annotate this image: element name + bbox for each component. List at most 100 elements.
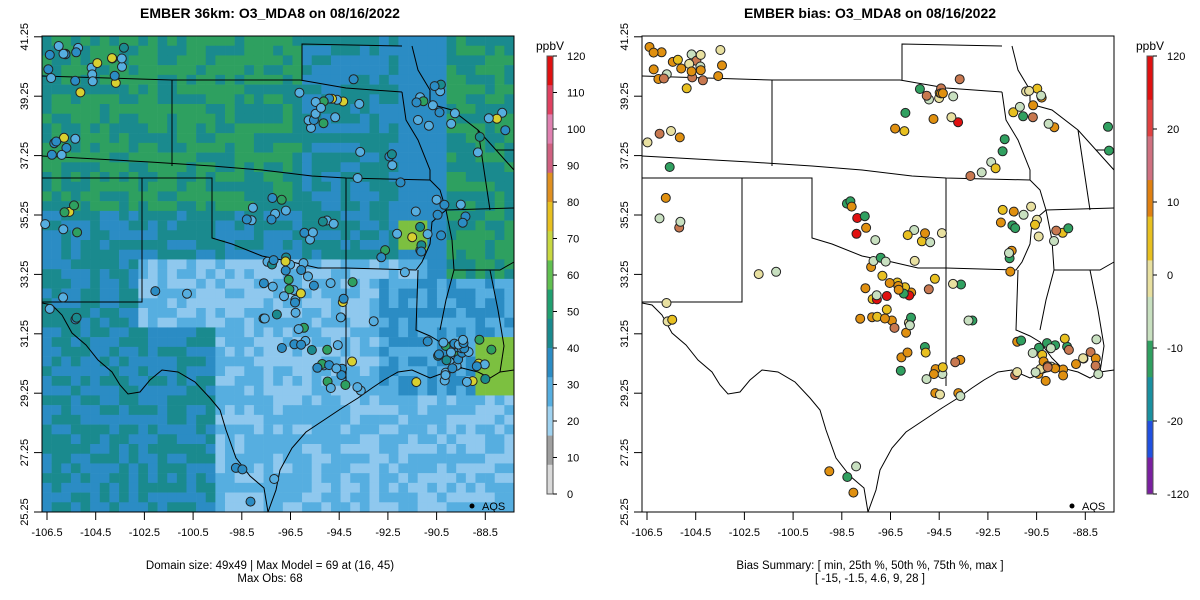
colorbar-segment [547,194,553,203]
aqs-legend-label: AQS [482,501,505,513]
lat-tick-label: 25.25 [619,498,631,526]
colorbar-segment [1147,150,1153,159]
lat-tick-label: 35.25 [19,201,31,229]
aqs-station-marker [877,270,888,281]
model-plot-area: AQS -106.5 -104.5 -102.5 -100.5 -98.5 -96.5 -94… [19,23,515,539]
aqs-station-marker [642,137,653,148]
aqs-station-marker [308,280,319,291]
aqs-station-marker [1026,201,1037,212]
aqs-station-marker [1036,90,1047,101]
aqs-station-marker [307,227,318,238]
colorbar-segment [547,216,553,225]
colorbar-segment [1147,384,1153,393]
aqs-station-marker [904,320,915,331]
aqs-station-marker [40,219,51,230]
lat-tick-label: 39.25 [619,82,631,110]
aqs-station-marker [399,267,410,278]
aqs-station-marker [51,136,62,147]
axes: -106.5 -104.5 -102.5 -100.5 -98.5 -96.5 -94.5 -… [19,23,498,539]
aqs-station-marker [1005,266,1016,277]
colorbar-segment [1147,275,1153,283]
aqs-station-marker [661,298,672,308]
aqs-station-marker [280,265,291,276]
aqs-station-marker [654,128,665,139]
aqs-station-marker [439,199,450,210]
colorbar-segment [1147,172,1153,181]
aqs-station-marker [87,76,98,87]
colorbar-segment [547,136,553,145]
aqs-station-marker [109,70,120,81]
aqs-station-marker [46,149,57,160]
aqs-station-marker [422,229,433,240]
colorbar-tick-label: 60 [567,270,579,282]
lat-tick-label: 29.25 [619,379,631,407]
state-border-line [411,45,431,104]
aqs-station-marker [56,149,67,160]
aqs-station-marker [963,315,974,326]
model-colorbar: ppbV 0 10 20 30 40 50 60 70 80 90 100 110 120 [536,39,585,501]
aqs-station-marker [59,207,70,218]
colorbar-segment [1147,399,1153,407]
state-border-line [429,179,455,331]
aqs-station-marker [1104,145,1114,156]
aqs-station-marker [474,131,485,142]
colorbar-segment [1147,107,1153,115]
aqs-station-marker [44,49,55,60]
colorbar-tick-label: 90 [567,161,579,173]
lat-tick-label: 37.25 [619,142,631,170]
state-border-line [945,209,1047,271]
aqs-station-marker [997,204,1008,215]
aqs-legend-label: AQS [1082,501,1105,513]
aqs-station-marker [276,343,287,353]
aqs-station-marker [842,472,853,482]
aqs-station-marker [1071,359,1081,370]
state-border-line [742,177,946,269]
aqs-station-marker [306,345,317,355]
aqs-station-marker [851,461,862,472]
aqs-station-marker [61,142,72,153]
aqs-station-marker [58,224,69,235]
aqs-station-marker [713,71,724,82]
aqs-station-marker [846,201,857,212]
lon-tick-label: -94.5 [327,527,352,539]
aqs-station-marker [316,102,326,113]
colorbar-segment [1147,194,1153,203]
colorbar-segment [1147,253,1153,261]
aqs-station-marker [441,355,452,366]
colorbar-segment [547,253,553,261]
aqs-station-marker [70,133,81,144]
aqs-station-marker [294,87,305,98]
colorbar-tick-label: 10 [567,453,579,465]
aqs-station-marker [870,235,881,246]
colorbar-segment [1147,223,1153,232]
colorbar-segment [1147,377,1153,385]
colorbar-segment [547,428,553,437]
colorbar-segment [1147,296,1153,305]
colorbar-segment [1147,450,1153,458]
aqs-station-marker [279,291,289,302]
aqs-station-marker [928,114,939,124]
lat-tick-label: 33.25 [619,261,631,289]
colorbar-tick-label: 0 [1167,270,1173,282]
colorbar-tick-label: 80 [567,197,579,209]
aqs-station-marker [1051,225,1062,236]
aqs-station-marker [395,177,406,188]
aqs-station-marker [1063,344,1074,355]
colorbar-segment [547,399,553,407]
aqs-station-marker [58,48,69,59]
aqs-station-marker [921,374,932,385]
colorbar-segment [547,304,553,312]
aqs-station-marker [1033,231,1044,242]
aqs-station-marker [354,98,365,109]
state-border-line [401,91,431,180]
state-border-line [267,367,515,513]
colorbar-segment [1147,435,1153,444]
colorbar-segment [547,369,553,378]
aqs-station-marker [654,213,665,224]
colorbar-segment [1147,362,1153,371]
aqs-station-marker [1085,347,1096,358]
aqs-station-marker [1043,118,1054,129]
aqs-station-marker [1014,101,1025,112]
aqs-station-marker [1093,369,1104,380]
aqs-station-marker [1030,367,1041,378]
